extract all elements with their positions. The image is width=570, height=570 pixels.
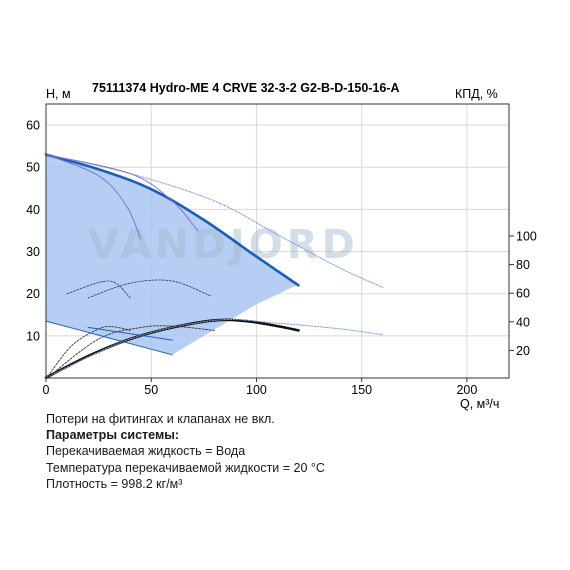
note-density: Плотность = 998.2 кг/м³ (46, 476, 183, 491)
note-temperature: Температура перекачиваемой жидкости = 20… (46, 460, 325, 475)
y2-tick-label: 80 (516, 258, 530, 272)
x-tick-label: 100 (246, 383, 267, 397)
curve-min-speed-1 (45, 154, 142, 240)
x-tick-label: 0 (43, 383, 50, 397)
y-axis-label: H, м (46, 87, 71, 101)
curve-max-head-extended (45, 154, 384, 288)
note-heading: Параметры системы: (46, 428, 180, 443)
y2-axis-label: КПД, % (455, 87, 498, 101)
curve-max-head (44, 153, 300, 287)
x-tick-label: 50 (144, 383, 158, 397)
x-tick-label: 150 (351, 383, 372, 397)
note-fittings: Потери на фитингах и клапанах не вкл. (46, 412, 275, 426)
chart-title: 75111374 Hydro-ME 4 CRVE 32-3-2 G2-B-D-1… (92, 81, 400, 95)
y-tick-label: 10 (26, 329, 40, 343)
curve-head-line-thin-1 (66, 280, 131, 299)
y2-tick-label: 100 (516, 230, 537, 244)
operating-area-fill (46, 154, 299, 355)
curve-low-speed-efficiency-2 (45, 325, 215, 380)
y-tick-label: 30 (26, 245, 40, 259)
curves (44, 153, 384, 380)
watermark-text: VANDJORD (88, 222, 359, 268)
y-tick-label: 60 (26, 119, 40, 133)
operating-area (46, 154, 299, 355)
note-fluid: Перекачиваемая жидкость = Вода (46, 444, 246, 459)
system-notes: Потери на фитингах и клапанах не вкл. Па… (46, 411, 325, 492)
y-tick-label: 20 (26, 287, 40, 301)
y2-tick-label: 60 (516, 287, 530, 301)
watermark-logo: VANDJORD (88, 222, 359, 268)
plot-frame (45, 103, 514, 382)
tick-labels: 10 20 30 40 50 60 20 40 60 80 100 0 50 100 150 200 (26, 119, 537, 397)
plot-border (45, 103, 510, 379)
curve-min-speed-2 (45, 154, 198, 231)
curve-efficiency-extended (45, 319, 384, 379)
x-tick-label: 200 (456, 383, 477, 397)
y-tick-label: 40 (26, 203, 40, 217)
y2-tick-label: 40 (516, 315, 530, 329)
curve-low-head-curve-2 (87, 326, 173, 341)
x-axis-label: Q, м³/ч (460, 397, 499, 411)
curve-efficiency (44, 318, 300, 379)
y-tick-label: 50 (26, 161, 40, 175)
curve-head-line-thin-2 (87, 279, 211, 299)
curve-low-head-curve (45, 320, 173, 356)
y2-tick-label: 20 (516, 344, 530, 358)
